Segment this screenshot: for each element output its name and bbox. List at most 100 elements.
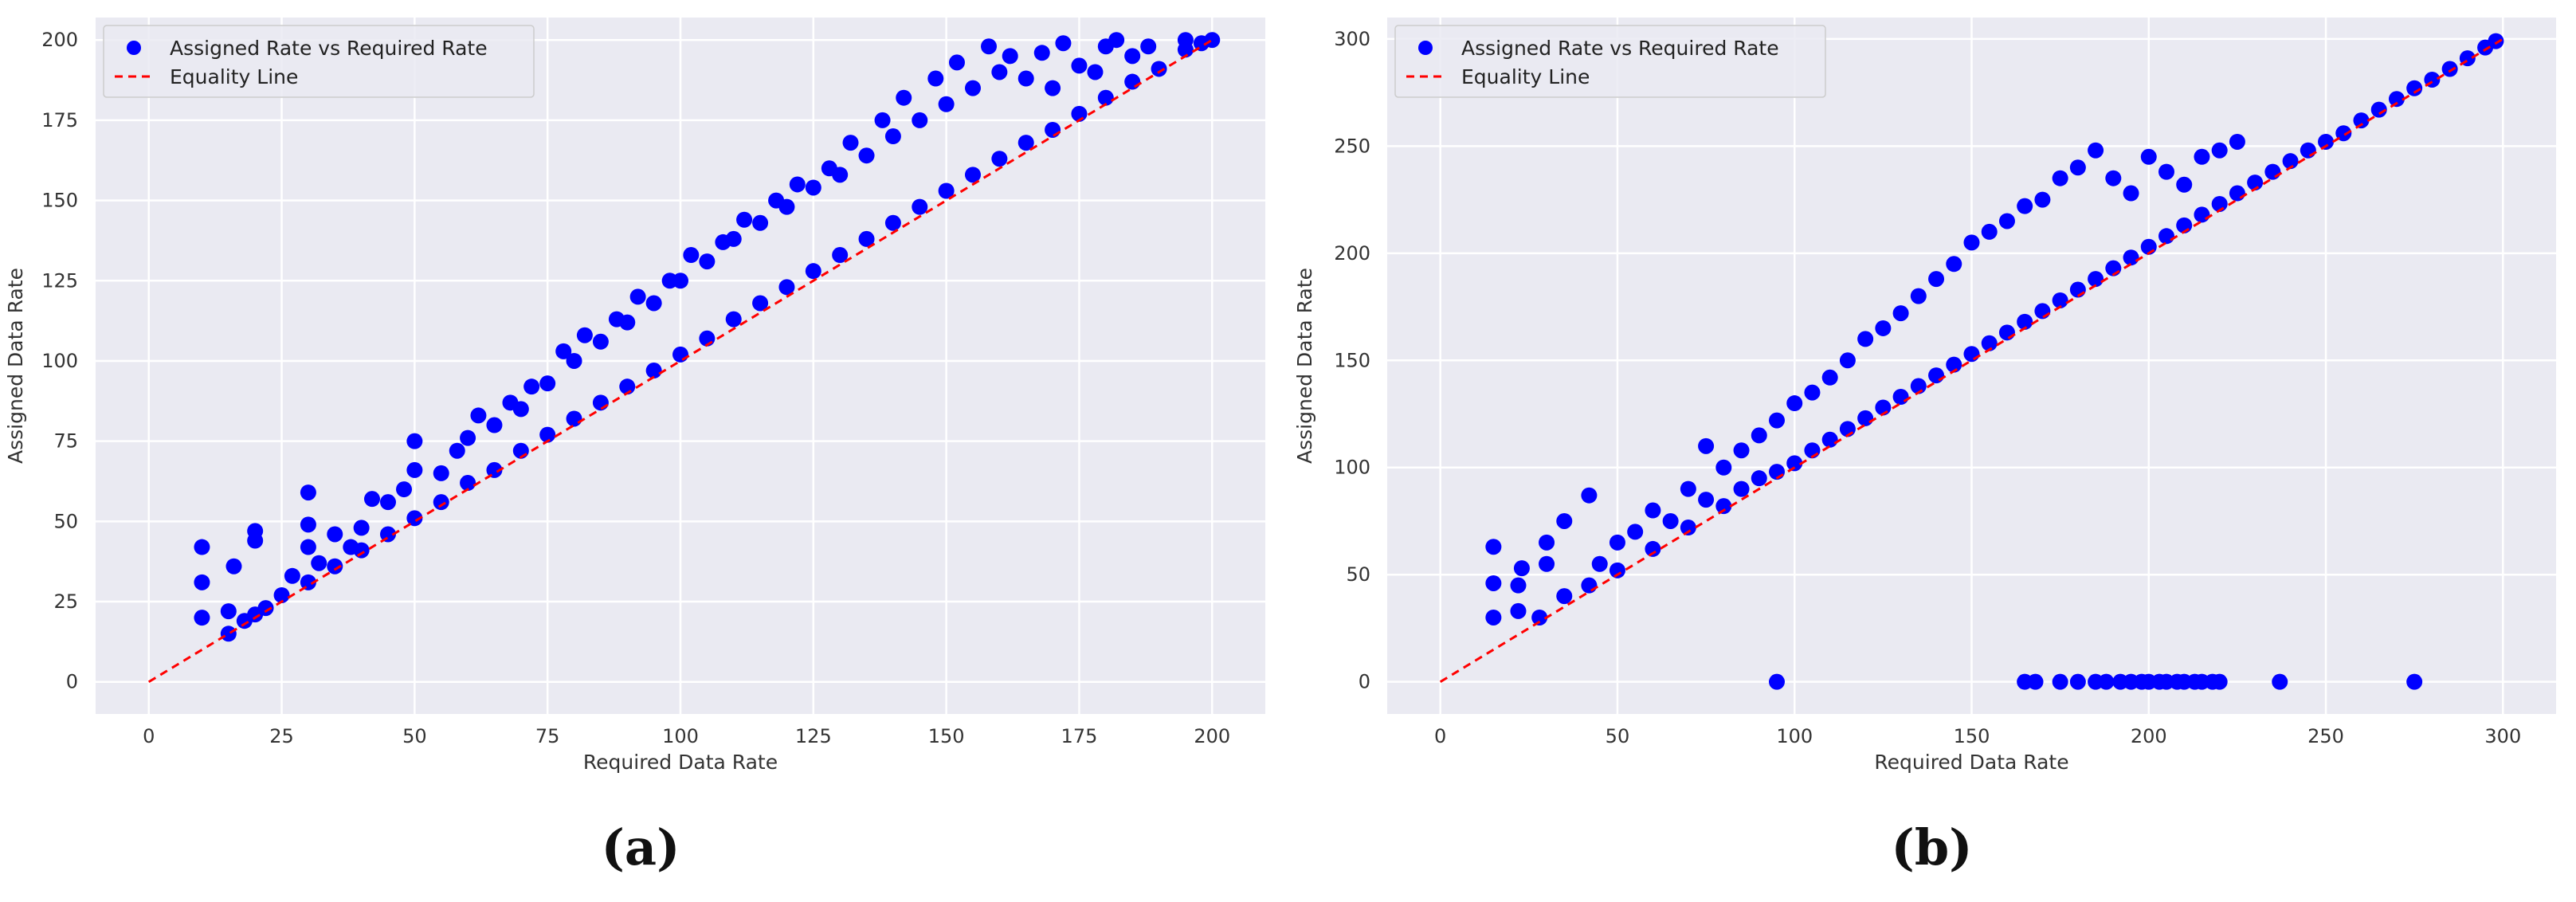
scatter-point bbox=[2335, 125, 2352, 142]
scatter-point bbox=[2282, 153, 2299, 170]
legend-label: Equality Line bbox=[1461, 65, 1590, 88]
scatter-point bbox=[1033, 45, 1050, 61]
scatter-point bbox=[523, 378, 540, 395]
y-tick-label: 100 bbox=[41, 350, 78, 372]
scatter-point bbox=[1531, 609, 1548, 626]
scatter-point bbox=[396, 481, 413, 498]
y-tick-label: 300 bbox=[1334, 28, 1370, 50]
scatter-point bbox=[2123, 185, 2139, 202]
scatter-chart-a: 0 25 50 75 100 125 150 175 200 0 25 50 75 100 125 150 17… bbox=[4, 18, 1265, 877]
scatter-point bbox=[406, 433, 423, 449]
scatter-point bbox=[273, 586, 290, 603]
scatter-point bbox=[1645, 502, 1661, 519]
scatter-point bbox=[1892, 388, 1909, 405]
scatter-point bbox=[1539, 534, 1555, 551]
x-tick-label: 100 bbox=[1776, 725, 1813, 747]
scatter-point bbox=[220, 603, 237, 620]
scatter-point bbox=[1485, 539, 1502, 555]
scatter-point bbox=[1928, 271, 1945, 288]
scatter-point bbox=[363, 491, 380, 508]
scatter-point bbox=[2247, 175, 2264, 191]
scatter-point bbox=[1698, 492, 1715, 508]
scatter-point bbox=[1857, 410, 1874, 426]
scatter-point bbox=[2441, 61, 2458, 77]
scatter-point bbox=[1609, 562, 1625, 578]
chart-panel-a: 0 25 50 75 100 125 150 175 200 0 25 50 75 100 125 150 17… bbox=[4, 18, 1265, 877]
scatter-point bbox=[1124, 73, 1141, 90]
scatter-point bbox=[460, 429, 476, 446]
scatter-point bbox=[1581, 577, 1598, 594]
scatter-point bbox=[300, 574, 316, 590]
x-tick-label: 200 bbox=[1194, 725, 1230, 747]
scatter-point bbox=[2158, 163, 2174, 180]
scatter-point bbox=[1510, 602, 1527, 619]
y-tick-label: 50 bbox=[53, 510, 78, 532]
scatter-point bbox=[194, 539, 210, 555]
scatter-point bbox=[2034, 303, 2051, 320]
scatter-point bbox=[1627, 524, 1644, 540]
scatter-point bbox=[1556, 512, 1573, 529]
scatter-point bbox=[1786, 395, 1803, 412]
scatter-point bbox=[1769, 673, 1785, 690]
scatter-point bbox=[220, 626, 237, 642]
scatter-point bbox=[858, 230, 875, 247]
scatter-point bbox=[884, 214, 901, 231]
scatter-point bbox=[1485, 609, 1502, 626]
scatter-point bbox=[2229, 133, 2245, 150]
scatter-point bbox=[1733, 442, 1750, 459]
y-axis-label: Assigned Data Rate bbox=[4, 268, 27, 464]
legend-scatter-marker bbox=[127, 41, 141, 55]
scatter-point bbox=[832, 247, 849, 264]
scatter-point bbox=[2194, 206, 2210, 223]
y-tick-label: 75 bbox=[53, 430, 78, 453]
scatter-point bbox=[1539, 555, 1555, 572]
scatter-point bbox=[2052, 170, 2068, 186]
scatter-point bbox=[406, 510, 423, 527]
scatter-point bbox=[752, 295, 769, 312]
scatter-point bbox=[645, 363, 662, 379]
scatter-point bbox=[1662, 512, 1679, 529]
scatter-point bbox=[805, 179, 821, 196]
y-tick-label: 150 bbox=[41, 190, 78, 212]
x-tick-label: 50 bbox=[1606, 725, 1630, 747]
scatter-point bbox=[672, 273, 688, 289]
scatter-point bbox=[1963, 234, 1980, 251]
scatter-point bbox=[1715, 498, 1732, 515]
scatter-point bbox=[1581, 487, 1598, 504]
legend-label: Equality Line bbox=[170, 65, 298, 88]
plot-content bbox=[147, 32, 1221, 684]
scatter-point bbox=[539, 426, 556, 443]
scatter-point bbox=[1556, 588, 1573, 605]
y-tick-label: 200 bbox=[41, 29, 78, 51]
scatter-point bbox=[2211, 142, 2228, 159]
scatter-point bbox=[1698, 437, 1715, 454]
scatter-point bbox=[512, 401, 529, 418]
scatter-point bbox=[1946, 356, 1962, 373]
scatter-point bbox=[2158, 228, 2174, 245]
scatter-point bbox=[592, 333, 609, 350]
y-tick-label: 100 bbox=[1334, 457, 1370, 479]
scatter-point bbox=[1645, 540, 1661, 557]
scatter-point bbox=[380, 494, 396, 511]
scatter-point bbox=[874, 112, 891, 128]
scatter-point bbox=[965, 80, 981, 96]
scatter-point bbox=[576, 327, 593, 343]
scatter-point bbox=[1108, 32, 1125, 49]
scatter-chart-b: 0 50 100 150 200 250 300 0 50 100 150 200 250 300 Requ… bbox=[1293, 18, 2556, 877]
y-tick-label: 50 bbox=[1346, 563, 1370, 586]
scatter-point bbox=[2300, 142, 2316, 159]
scatter-point bbox=[566, 410, 582, 427]
scatter-point bbox=[2088, 271, 2104, 288]
scatter-point bbox=[948, 54, 965, 71]
scatter-point bbox=[1946, 256, 1962, 273]
y-tick-label: 0 bbox=[1359, 671, 1370, 693]
scatter-point bbox=[1151, 61, 1167, 77]
scatter-point bbox=[778, 279, 795, 296]
scatter-point bbox=[1839, 352, 1856, 369]
scatter-point bbox=[1715, 459, 1732, 476]
scatter-point bbox=[2406, 80, 2423, 96]
scatter-point bbox=[2229, 185, 2245, 202]
scatter-point bbox=[2123, 249, 2139, 266]
scatter-point bbox=[1055, 35, 1072, 52]
scatter-point bbox=[672, 346, 688, 363]
